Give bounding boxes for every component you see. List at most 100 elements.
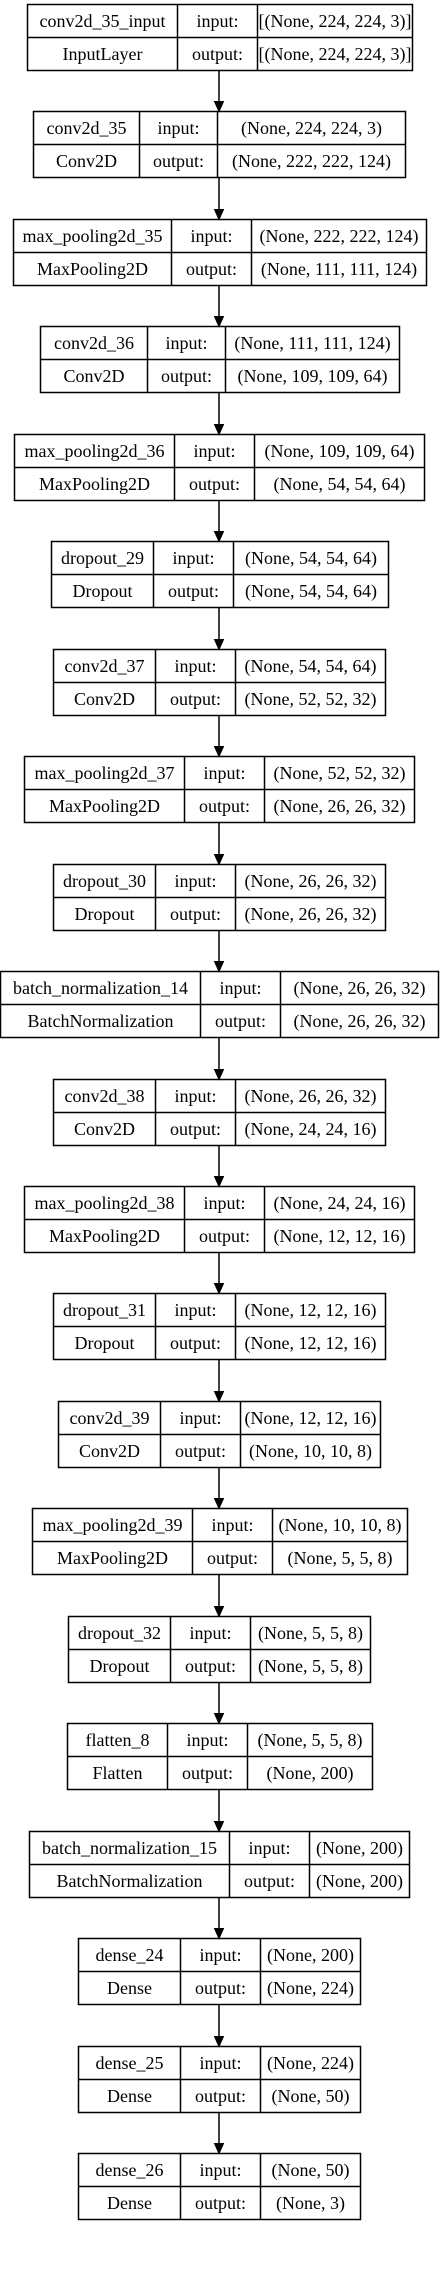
layer-type: MaxPooling2D (57, 1548, 168, 1568)
layer-node: dense_24 Dense input: output: (None, 200) (No… (77, 1937, 362, 2006)
edge-arrow (213, 1682, 225, 1725)
layer-name: max_pooling2d_38 (35, 1193, 175, 1213)
output-label: output: (244, 1871, 295, 1891)
layer-node: max_pooling2d_38 MaxPooling2D input: output… (23, 1185, 416, 1254)
input-shape: (None, 12, 12, 16) (245, 1300, 377, 1321)
edge-arrow (213, 500, 225, 543)
arrowhead-icon (213, 1713, 225, 1725)
output-shape: (None, 26, 26, 32) (245, 904, 377, 925)
layer-node: dense_25 Dense input: output: (None, 224) (No… (77, 2045, 362, 2114)
output-shape: (None, 26, 26, 32) (274, 796, 406, 817)
layer-name: flatten_8 (86, 1730, 150, 1750)
layer-name: dropout_30 (63, 871, 146, 891)
input-label: input: (219, 978, 261, 998)
output-label: output: (186, 259, 237, 279)
output-label: output: (185, 1656, 236, 1676)
arrowhead-icon (213, 1391, 225, 1403)
output-shape: (None, 52, 52, 32) (245, 689, 377, 710)
edge-arrow (213, 285, 225, 328)
arrowhead-icon (213, 854, 225, 866)
layer-type: InputLayer (63, 44, 143, 64)
edge-arrow (213, 1252, 225, 1295)
layer-name: max_pooling2d_37 (35, 763, 175, 783)
layer-name: dense_26 (96, 2160, 164, 2180)
layer-node: max_pooling2d_36 MaxPooling2D input: output… (13, 433, 426, 502)
input-label: input: (186, 1730, 228, 1750)
layer-type: Flatten (93, 1763, 143, 1783)
input-label: input: (199, 1945, 241, 1965)
output-shape: [(None, 224, 224, 3)] (259, 44, 412, 65)
output-shape: (None, 54, 54, 64) (274, 474, 406, 495)
layer-type: BatchNormalization (57, 1871, 203, 1891)
output-label: output: (195, 2193, 246, 2213)
input-label: input: (174, 656, 216, 676)
layer-type: Conv2D (63, 366, 124, 386)
input-label: input: (174, 1086, 216, 1106)
edge-arrow (213, 392, 225, 436)
edge-arrow (213, 177, 225, 221)
arrowhead-icon (213, 1606, 225, 1618)
layer-type: MaxPooling2D (49, 796, 160, 816)
output-label: output: (168, 581, 219, 601)
output-shape: (None, 54, 54, 64) (245, 581, 377, 602)
layer-node: batch_normalization_15 BatchNormalization… (28, 1830, 411, 1899)
edge-arrow (213, 1467, 225, 1510)
output-shape: (None, 222, 222, 124) (232, 151, 391, 172)
input-label: input: (196, 11, 238, 31)
layer-name: conv2d_36 (54, 333, 134, 353)
layer-node: max_pooling2d_39 MaxPooling2D input: output… (31, 1507, 409, 1576)
edge-arrow (213, 1789, 225, 1833)
layer-name: batch_normalization_15 (42, 1838, 217, 1858)
layer-node: conv2d_36 Conv2D input: output: (None, 111, … (39, 325, 401, 394)
output-shape: (None, 109, 109, 64) (238, 366, 388, 387)
input-label: input: (211, 1515, 253, 1535)
arrowhead-icon (213, 639, 225, 651)
edge-arrow (213, 1145, 225, 1188)
output-shape: (None, 12, 12, 16) (274, 1226, 406, 1247)
output-label: output: (170, 1333, 221, 1353)
layer-type: BatchNormalization (28, 1011, 174, 1031)
layer-type: Conv2D (74, 689, 135, 709)
layer-type: Conv2D (74, 1119, 135, 1139)
layer-type: Dense (107, 1978, 152, 1998)
layer-name: dense_25 (96, 2053, 164, 2073)
input-label: input: (174, 871, 216, 891)
layer-name: batch_normalization_14 (13, 978, 188, 998)
output-shape: (None, 10, 10, 8) (249, 1441, 372, 1462)
input-label: input: (248, 1838, 290, 1858)
edge-arrow (213, 715, 225, 758)
output-label: output: (175, 1441, 226, 1461)
input-label: input: (172, 548, 214, 568)
layer-name: max_pooling2d_35 (23, 226, 163, 246)
input-shape: (None, 50) (272, 2160, 350, 2181)
layer-node: max_pooling2d_37 MaxPooling2D input: output… (23, 755, 416, 824)
input-shape: (None, 224, 224, 3) (241, 118, 382, 139)
input-label: input: (199, 2053, 241, 2073)
layer-node: dropout_30 Dropout input: output: (None, 26,… (52, 863, 387, 932)
layer-node: dropout_31 Dropout input: output: (None, 12,… (52, 1292, 387, 1361)
layer-name: conv2d_37 (65, 656, 145, 676)
arrowhead-icon (213, 1821, 225, 1833)
input-shape: (None, 54, 54, 64) (245, 548, 377, 569)
input-shape: (None, 26, 26, 32) (294, 978, 426, 999)
input-label: input: (174, 1300, 216, 1320)
edge-arrow (213, 1037, 225, 1081)
input-shape: (None, 12, 12, 16) (245, 1408, 377, 1429)
input-shape: (None, 5, 5, 8) (258, 1730, 363, 1751)
output-shape: (None, 26, 26, 32) (294, 1011, 426, 1032)
output-label: output: (215, 1011, 266, 1031)
output-label: output: (207, 1548, 258, 1568)
input-label: input: (193, 441, 235, 461)
layer-type: MaxPooling2D (39, 474, 150, 494)
output-shape: (None, 111, 111, 124) (261, 259, 417, 280)
edge-arrow (213, 607, 225, 651)
layer-name: dropout_32 (78, 1623, 161, 1643)
layer-name: conv2d_39 (70, 1408, 150, 1428)
input-shape: (None, 200) (316, 1838, 403, 1859)
arrowhead-icon (213, 424, 225, 436)
layer-node: max_pooling2d_35 MaxPooling2D input: output… (12, 218, 428, 287)
arrowhead-icon (213, 1283, 225, 1295)
input-shape: (None, 5, 5, 8) (258, 1623, 363, 1644)
arrowhead-icon (213, 746, 225, 758)
arrowhead-icon (213, 101, 225, 113)
